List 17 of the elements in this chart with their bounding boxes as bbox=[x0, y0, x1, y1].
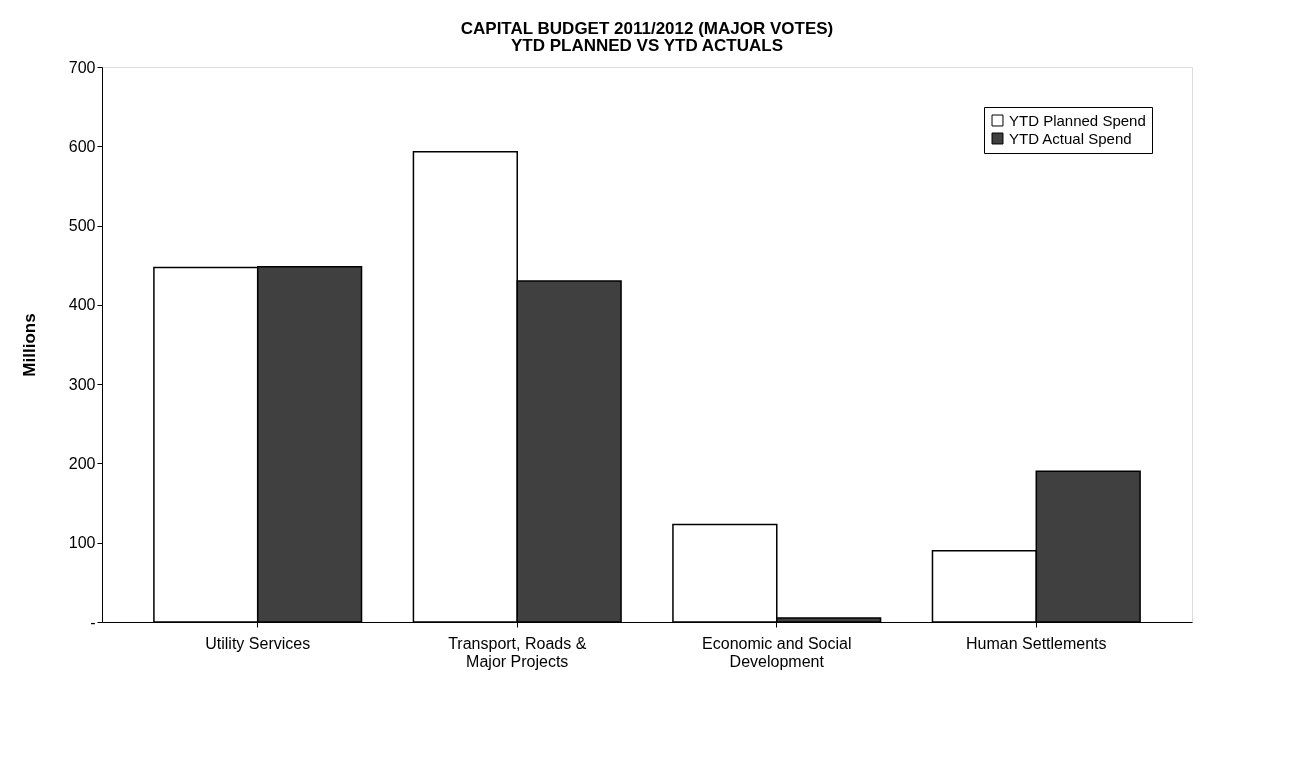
y-tick-label: 400 bbox=[68, 296, 96, 314]
y-tick-label: 700 bbox=[68, 58, 96, 76]
legend-label: YTD Planned Spend bbox=[1009, 111, 1146, 129]
chart-title: CAPITAL BUDGET 2011/2012 (MAJOR VOTES) bbox=[460, 19, 834, 38]
x-tick-label: Human Settlements bbox=[966, 634, 1107, 652]
y-tick-label: 100 bbox=[68, 534, 96, 552]
chart-subtitle: YTD PLANNED VS YTD ACTUALS bbox=[510, 36, 784, 55]
y-tick-label: - bbox=[90, 613, 96, 631]
x-tick-label: Economic and Social Development bbox=[702, 634, 852, 670]
legend-label: YTD Actual Spend bbox=[1009, 129, 1132, 147]
y-tick-label: 600 bbox=[68, 137, 96, 155]
x-tick-label: Utility Services bbox=[205, 634, 311, 652]
y-tick-label: 300 bbox=[68, 375, 96, 393]
x-tick-label: Transport, Roads & Major Projects bbox=[448, 634, 587, 670]
y-tick-label: 200 bbox=[68, 454, 96, 472]
y-tick-label: 500 bbox=[68, 217, 96, 235]
y-axis-title: Millions bbox=[19, 313, 39, 377]
